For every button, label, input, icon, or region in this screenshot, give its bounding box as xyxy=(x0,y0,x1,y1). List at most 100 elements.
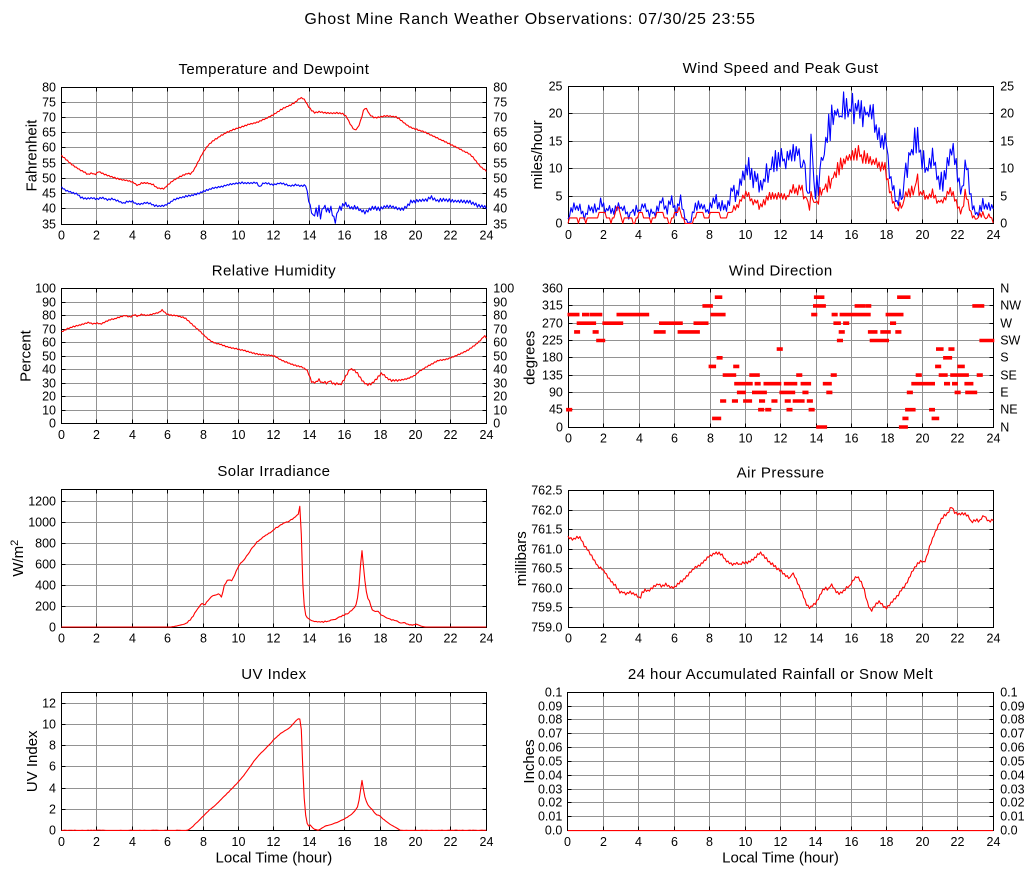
svg-text:10: 10 xyxy=(739,228,753,242)
svg-text:2: 2 xyxy=(93,835,100,849)
svg-text:6: 6 xyxy=(164,632,171,646)
svg-text:360: 360 xyxy=(542,282,563,296)
svg-text:759.0: 759.0 xyxy=(531,621,562,635)
svg-text:200: 200 xyxy=(35,600,56,614)
svg-text:22: 22 xyxy=(444,835,458,849)
svg-text:16: 16 xyxy=(845,632,859,646)
svg-text:100: 100 xyxy=(493,282,514,296)
svg-text:0.03: 0.03 xyxy=(538,783,562,797)
svg-text:0.06: 0.06 xyxy=(538,741,562,755)
svg-text:16: 16 xyxy=(338,229,352,243)
svg-text:0: 0 xyxy=(58,632,65,646)
svg-text:miles/hour: miles/hour xyxy=(529,120,546,189)
svg-text:10: 10 xyxy=(232,835,246,849)
svg-text:0: 0 xyxy=(564,835,571,849)
svg-text:0: 0 xyxy=(49,824,56,838)
svg-text:759.5: 759.5 xyxy=(531,601,562,615)
svg-text:24: 24 xyxy=(987,228,1001,242)
svg-text:10: 10 xyxy=(739,835,753,849)
svg-text:12: 12 xyxy=(267,632,281,646)
svg-text:80: 80 xyxy=(42,309,56,323)
svg-text:0.02: 0.02 xyxy=(538,796,562,810)
svg-text:10: 10 xyxy=(739,432,753,446)
svg-text:35: 35 xyxy=(42,218,56,232)
svg-text:20: 20 xyxy=(493,390,507,404)
svg-text:22: 22 xyxy=(444,632,458,646)
svg-text:14: 14 xyxy=(303,632,317,646)
svg-text:15: 15 xyxy=(549,135,563,149)
svg-text:40: 40 xyxy=(493,202,507,216)
svg-text:2: 2 xyxy=(93,632,100,646)
svg-text:225: 225 xyxy=(542,334,563,348)
svg-text:0.04: 0.04 xyxy=(1000,769,1024,783)
svg-text:12: 12 xyxy=(774,432,788,446)
svg-text:14: 14 xyxy=(303,229,317,243)
svg-text:10: 10 xyxy=(739,632,753,646)
svg-text:1000: 1000 xyxy=(28,516,56,530)
svg-text:20: 20 xyxy=(409,428,423,442)
svg-text:10: 10 xyxy=(232,428,246,442)
svg-text:75: 75 xyxy=(42,96,56,110)
svg-text:1200: 1200 xyxy=(28,495,56,509)
svg-text:Inches: Inches xyxy=(521,739,538,783)
svg-text:E: E xyxy=(1000,386,1008,400)
svg-text:40: 40 xyxy=(42,363,56,377)
svg-text:20: 20 xyxy=(1000,107,1014,121)
svg-text:762.0: 762.0 xyxy=(531,504,562,518)
svg-text:0: 0 xyxy=(58,428,65,442)
svg-text:180: 180 xyxy=(542,351,563,365)
svg-text:65: 65 xyxy=(42,126,56,140)
svg-text:12: 12 xyxy=(774,632,788,646)
svg-text:14: 14 xyxy=(303,835,317,849)
svg-text:Fahrenheit: Fahrenheit xyxy=(24,119,41,192)
svg-text:90: 90 xyxy=(493,296,507,310)
svg-text:2: 2 xyxy=(93,428,100,442)
svg-text:4: 4 xyxy=(636,432,643,446)
svg-text:16: 16 xyxy=(338,632,352,646)
svg-text:22: 22 xyxy=(951,835,965,849)
svg-text:0: 0 xyxy=(565,432,572,446)
svg-text:24: 24 xyxy=(480,632,494,646)
svg-text:0: 0 xyxy=(58,835,65,849)
svg-text:600: 600 xyxy=(35,558,56,572)
svg-text:0.08: 0.08 xyxy=(1000,713,1024,727)
svg-text:0: 0 xyxy=(49,417,56,431)
svg-text:Air Pressure: Air Pressure xyxy=(737,464,825,481)
svg-text:18: 18 xyxy=(374,428,388,442)
svg-text:55: 55 xyxy=(42,157,56,171)
svg-text:20: 20 xyxy=(916,228,930,242)
svg-text:0.1: 0.1 xyxy=(545,686,562,700)
svg-text:20: 20 xyxy=(916,632,930,646)
svg-text:8: 8 xyxy=(706,632,713,646)
svg-text:Temperature and Dewpoint: Temperature and Dewpoint xyxy=(178,61,369,78)
svg-text:Ghost Mine Ranch Weather Obser: Ghost Mine Ranch Weather Observations: 0… xyxy=(304,11,755,28)
svg-text:0: 0 xyxy=(565,228,572,242)
svg-text:16: 16 xyxy=(845,432,859,446)
svg-text:8: 8 xyxy=(200,229,207,243)
svg-text:40: 40 xyxy=(42,202,56,216)
svg-text:0.05: 0.05 xyxy=(538,755,562,769)
svg-text:80: 80 xyxy=(493,309,507,323)
svg-text:24: 24 xyxy=(480,229,494,243)
svg-text:761.5: 761.5 xyxy=(531,523,562,537)
svg-text:4: 4 xyxy=(129,428,136,442)
svg-text:Solar Irradiance: Solar Irradiance xyxy=(217,463,330,480)
svg-text:18: 18 xyxy=(880,228,894,242)
svg-text:22: 22 xyxy=(951,228,965,242)
svg-text:Percent: Percent xyxy=(18,329,35,382)
svg-text:40: 40 xyxy=(493,363,507,377)
svg-text:60: 60 xyxy=(493,336,507,350)
svg-text:0.0: 0.0 xyxy=(545,824,562,838)
svg-text:N: N xyxy=(1000,421,1009,435)
svg-text:5: 5 xyxy=(556,190,563,204)
svg-text:80: 80 xyxy=(493,81,507,95)
svg-text:90: 90 xyxy=(42,296,56,310)
svg-text:W: W xyxy=(1000,317,1012,331)
svg-text:6: 6 xyxy=(164,428,171,442)
svg-text:22: 22 xyxy=(951,632,965,646)
svg-text:16: 16 xyxy=(338,428,352,442)
svg-text:400: 400 xyxy=(35,579,56,593)
svg-text:12: 12 xyxy=(774,835,788,849)
svg-text:8: 8 xyxy=(49,739,56,753)
svg-text:Wind Direction: Wind Direction xyxy=(729,262,833,279)
